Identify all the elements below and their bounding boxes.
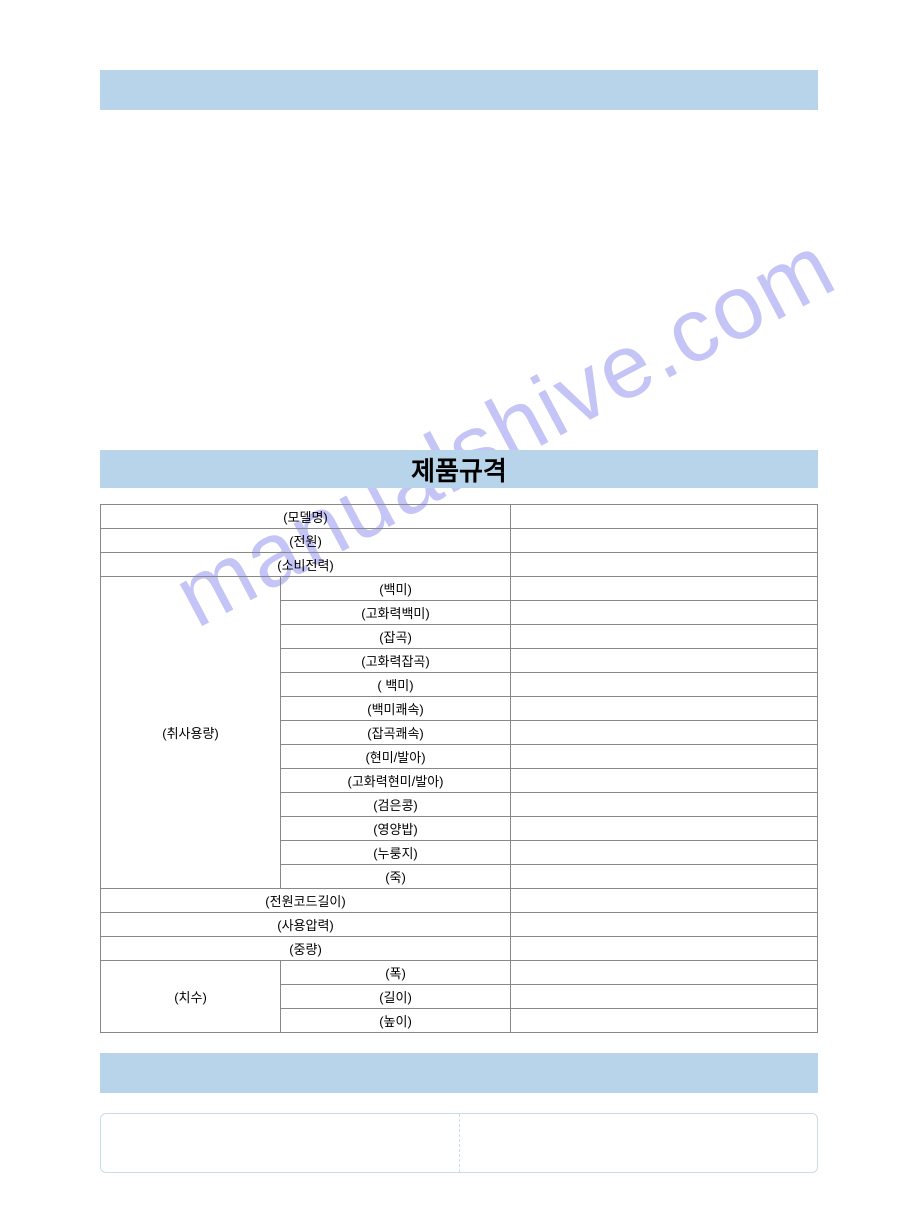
row-label: (소비전력): [101, 553, 511, 577]
row-label: (모델명): [101, 505, 511, 529]
row-label: (누룽지): [281, 841, 511, 865]
row-value: [511, 1009, 818, 1033]
row-label: (전원코드길이): [101, 889, 511, 913]
row-label: (높이): [281, 1009, 511, 1033]
row-label: (죽): [281, 865, 511, 889]
row-label: (길이): [281, 985, 511, 1009]
row-value: [511, 937, 818, 961]
spacer: [100, 110, 818, 450]
row-value: [511, 529, 818, 553]
row-label: (전원): [101, 529, 511, 553]
row-label: (영양밥): [281, 817, 511, 841]
row-value: [511, 721, 818, 745]
row-value: [511, 697, 818, 721]
row-value: [511, 985, 818, 1009]
row-value: [511, 625, 818, 649]
row-value: [511, 817, 818, 841]
row-label: (백미): [281, 577, 511, 601]
bottom-blue-bar: [100, 1053, 818, 1093]
row-label: (검은콩): [281, 793, 511, 817]
page-container: 제품규격 (모델명) (전원) (소비전력) (취사용량) (백미) (고화력백…: [0, 0, 918, 1213]
spec-table: (모델명) (전원) (소비전력) (취사용량) (백미) (고화력백미) (잡…: [100, 504, 818, 1033]
row-label: (중량): [101, 937, 511, 961]
row-value: [511, 505, 818, 529]
table-row: (모델명): [101, 505, 818, 529]
row-label: (고화력현미/발아): [281, 769, 511, 793]
table-row: (전원): [101, 529, 818, 553]
section-title-bar: 제품규격: [100, 450, 818, 488]
row-value: [511, 793, 818, 817]
row-label: (잡곡쾌속): [281, 721, 511, 745]
row-label: (현미/발아): [281, 745, 511, 769]
row-label: (잡곡): [281, 625, 511, 649]
row-value: [511, 889, 818, 913]
capacity-group-label: (취사용량): [101, 577, 281, 889]
top-blue-bar: [100, 70, 818, 110]
row-value: [511, 601, 818, 625]
table-row: (취사용량) (백미): [101, 577, 818, 601]
dimensions-group-label: (치수): [101, 961, 281, 1033]
row-label: (폭): [281, 961, 511, 985]
bottom-box-right: [460, 1114, 818, 1172]
row-value: [511, 649, 818, 673]
row-label: (고화력백미): [281, 601, 511, 625]
row-value: [511, 553, 818, 577]
row-value: [511, 577, 818, 601]
row-value: [511, 865, 818, 889]
row-label: (사용압력): [101, 913, 511, 937]
table-row: (소비전력): [101, 553, 818, 577]
row-value: [511, 841, 818, 865]
row-value: [511, 913, 818, 937]
row-label: ( 백미): [281, 673, 511, 697]
row-label: (백미쾌속): [281, 697, 511, 721]
section-title: 제품규격: [411, 451, 507, 488]
table-row: (전원코드길이): [101, 889, 818, 913]
row-label: (고화력잡곡): [281, 649, 511, 673]
row-value: [511, 745, 818, 769]
bottom-box-left: [101, 1114, 460, 1172]
table-row: (사용압력): [101, 913, 818, 937]
row-value: [511, 769, 818, 793]
table-row: (중량): [101, 937, 818, 961]
row-value: [511, 961, 818, 985]
table-row: (치수) (폭): [101, 961, 818, 985]
row-value: [511, 673, 818, 697]
bottom-info-box: [100, 1113, 818, 1173]
